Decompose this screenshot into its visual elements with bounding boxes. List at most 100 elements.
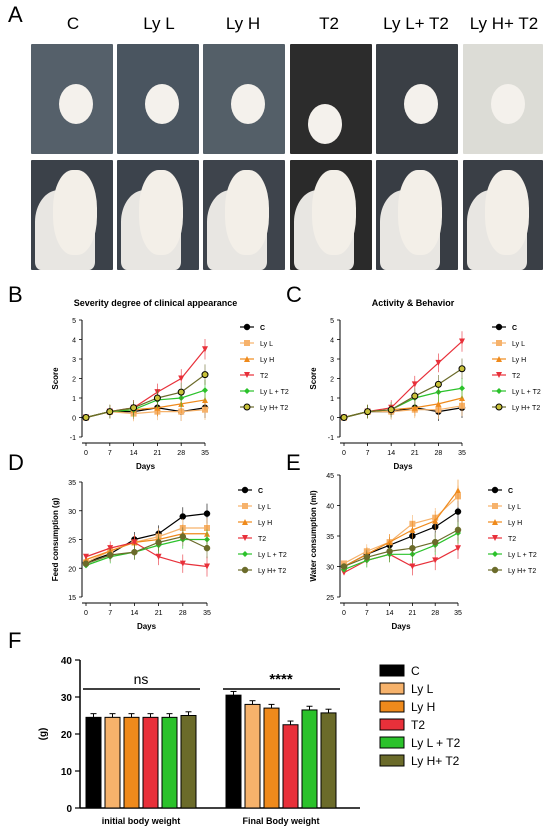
mouse-photo	[463, 44, 543, 154]
severity-legend-marker	[244, 356, 250, 362]
feed-series-line	[85, 535, 208, 565]
severity-point	[82, 414, 90, 421]
water-point	[341, 569, 347, 576]
feed-point	[131, 548, 138, 556]
water-y-tick-label: 45	[326, 473, 334, 480]
activity-y-tick-label: 2	[330, 377, 334, 384]
water-legend-marker	[492, 503, 498, 509]
water-point	[363, 554, 371, 561]
water-x-tick-label: 0	[342, 610, 346, 617]
feed-point	[155, 539, 162, 546]
activity-point	[387, 406, 395, 414]
activity-y-tick-label: 1	[330, 396, 334, 403]
water-x-tick-label: 21	[409, 610, 417, 617]
water-point	[340, 563, 348, 570]
severity-point	[106, 408, 114, 416]
weight-y-tick-label: 0	[66, 804, 72, 815]
severity-title: Severity degree of clinical appearance	[74, 298, 238, 308]
panel-label-f: F	[8, 628, 22, 653]
feed-legend-label: Ly L	[258, 504, 271, 511]
activity-y-tick-label: 3	[330, 357, 334, 364]
severity-y-tick-label: 0	[72, 416, 76, 423]
activity-series-line	[343, 341, 463, 419]
activity-y-tick-label: -1	[328, 435, 334, 442]
panel-label-e: E	[286, 450, 301, 475]
panel-label-b: B	[8, 282, 23, 307]
feed-legend-label: Ly L + T2	[258, 552, 287, 559]
severity-point	[153, 394, 161, 402]
severity-x-label: Days	[136, 462, 156, 471]
panel-label-a: A	[8, 2, 23, 27]
water-legend-label: C	[508, 488, 513, 495]
feed-point	[179, 513, 187, 520]
weight-y-label: (g)	[38, 728, 49, 741]
severity-x-tick-label: 7	[108, 450, 112, 457]
water-legend-label: Ly L	[508, 504, 521, 511]
weight-bar	[142, 716, 159, 809]
feed-y-tick-label: 25	[68, 538, 76, 545]
water-point	[454, 526, 462, 534]
mouse-photo	[290, 44, 372, 154]
weight-legend-label: T2	[411, 718, 425, 732]
activity-x-label: Days	[393, 462, 413, 471]
water-series-line	[343, 495, 459, 564]
activity-y-tick-label: 5	[330, 318, 334, 325]
feed-legend-label: T2	[258, 536, 266, 543]
weight-bar	[123, 716, 140, 809]
water-x-label: Days	[391, 622, 411, 631]
feed-point	[107, 545, 114, 552]
feed-y-tick-label: 30	[68, 509, 76, 516]
feed-point	[82, 560, 90, 567]
panel-label-d: D	[8, 450, 24, 475]
severity-legend-marker	[244, 340, 250, 346]
severity-series-line	[85, 348, 206, 419]
weight-bar	[320, 712, 337, 809]
severity-legend-label: C	[260, 325, 265, 332]
severity-legend-label: T2	[260, 373, 268, 380]
water-series-line	[343, 547, 459, 574]
activity-legend-marker	[496, 372, 502, 378]
weight-legend-swatch	[379, 700, 405, 713]
activity-x-tick-label: 7	[366, 450, 370, 457]
weight-legend-label: Ly L	[411, 682, 434, 696]
water-legend-label: Ly H+ T2	[508, 568, 536, 575]
feed-x-label: Days	[137, 622, 157, 631]
activity-legend-label: Ly L	[512, 341, 525, 348]
weight-legend-label: Ly L + T2	[411, 736, 461, 750]
feed-point	[106, 551, 114, 559]
activity-x-tick-label: 0	[342, 450, 346, 457]
activity-point	[458, 365, 466, 373]
water-y-tick-label: 35	[326, 534, 334, 541]
water-point	[455, 487, 461, 494]
severity-x-tick-label: 28	[177, 450, 185, 457]
feed-y-tick-label: 35	[68, 480, 76, 487]
water-point	[432, 517, 439, 524]
feed-legend-marker	[241, 566, 249, 574]
weight-legend-swatch	[379, 718, 405, 731]
water-point	[409, 544, 416, 552]
feed-point	[83, 553, 89, 560]
feed-legend-marker	[242, 503, 248, 509]
water-legend-marker	[491, 486, 499, 494]
activity-y-tick-label: 4	[330, 338, 334, 345]
severity-point	[202, 387, 208, 394]
water-point	[409, 526, 416, 533]
weight-bar	[244, 703, 261, 809]
column-label-ly-h: Ly H	[225, 14, 261, 33]
feed-legend-label: Ly H	[258, 520, 272, 527]
feed-legend-marker	[241, 486, 249, 494]
feed-x-tick-label: 7	[108, 610, 112, 617]
panel-label-c: C	[286, 282, 302, 307]
severity-y-tick-label: -1	[70, 435, 76, 442]
water-point	[386, 539, 393, 546]
severity-legend-marker	[243, 323, 251, 331]
water-legend-marker	[491, 566, 499, 574]
water-x-tick-label: 28	[431, 610, 439, 617]
activity-y-tick-label: 0	[330, 416, 334, 423]
severity-legend-label: Ly L	[260, 341, 273, 348]
column-label-ly-l: Ly L	[143, 14, 175, 33]
weight-category-label: Final Body weight	[242, 816, 319, 826]
severity-y-tick-label: 1	[72, 396, 76, 403]
severity-point	[201, 371, 209, 379]
